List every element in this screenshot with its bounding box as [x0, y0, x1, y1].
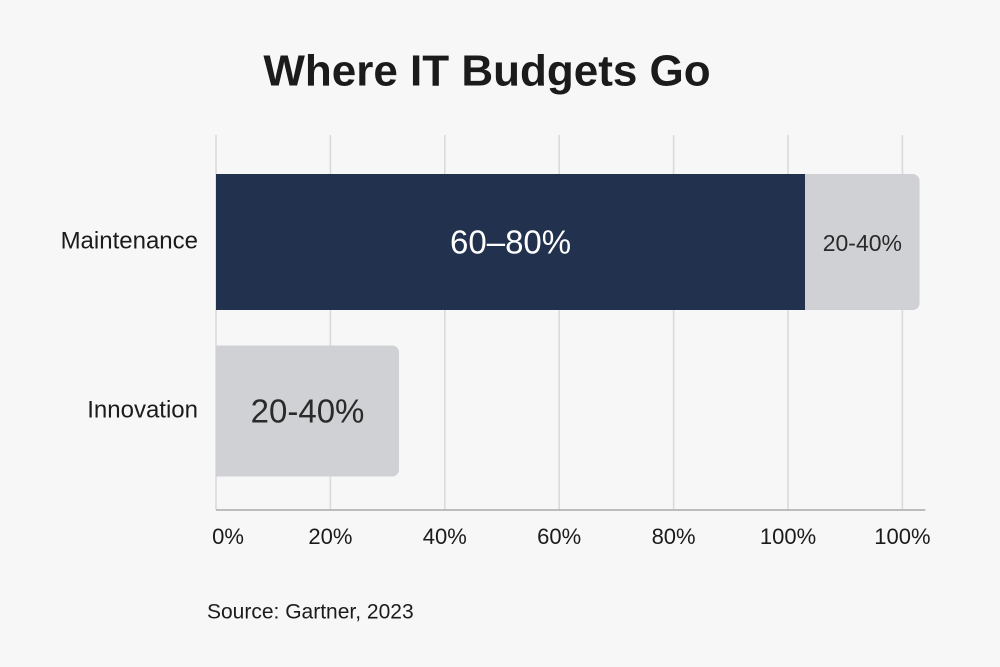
bar-label: 60–80%: [450, 224, 571, 261]
x-tick-label: 60%: [537, 524, 581, 549]
chart-title: Where IT Budgets Go: [263, 47, 710, 96]
bar-segment: [216, 174, 806, 310]
bar-segment: [216, 345, 400, 477]
y-tick-label: Maintenance: [61, 227, 198, 254]
x-tick-label: 100%: [760, 524, 816, 549]
x-tick-label: 20%: [308, 524, 352, 549]
bar-segment: [805, 174, 920, 310]
x-tick-label: 0%: [212, 524, 244, 549]
y-tick-label: Innovation: [87, 396, 198, 423]
source-note: Source: Gartner, 2023: [207, 601, 414, 624]
bar-label: 20-40%: [251, 393, 365, 430]
bar-segment-corner-fill: [216, 345, 226, 477]
x-tick-label: 100%: [874, 524, 930, 549]
x-tick-label: 80%: [652, 524, 696, 549]
x-tick-label: 40%: [423, 524, 467, 549]
bar-segment-corner-fill: [805, 174, 816, 310]
bar-label: 20-40%: [823, 230, 902, 256]
